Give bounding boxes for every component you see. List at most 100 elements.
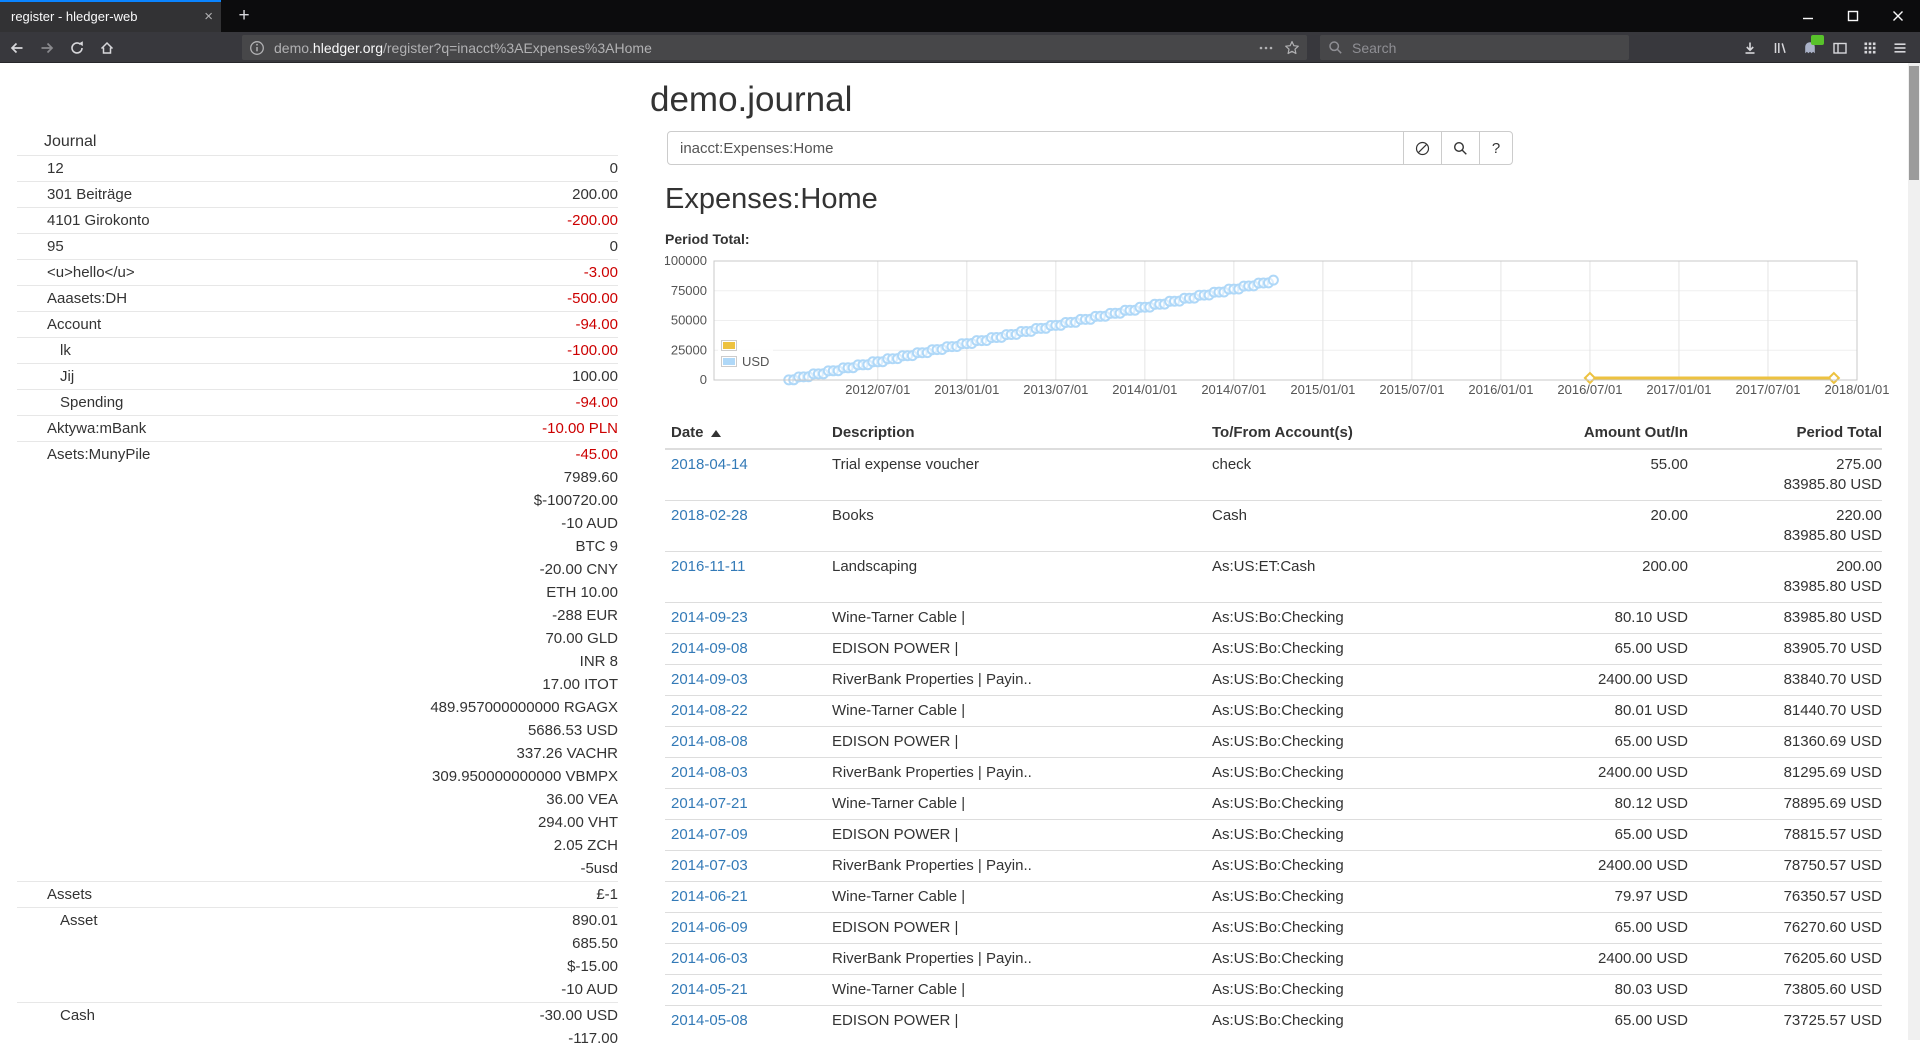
transaction-amount: 79.97 USD bbox=[1536, 881, 1688, 913]
transaction-account: As:US:Bo:Checking bbox=[1206, 881, 1536, 913]
transaction-date-link[interactable]: 2014-06-03 bbox=[671, 950, 748, 967]
reload-button[interactable] bbox=[62, 32, 92, 63]
balance-amount: 36.00 VEA bbox=[546, 791, 618, 808]
sidebar-toggle-button[interactable] bbox=[1825, 32, 1855, 63]
extension-button[interactable] bbox=[1795, 32, 1825, 63]
balance-amount: -45.00 bbox=[575, 446, 618, 463]
transaction-account: As:US:Bo:Checking bbox=[1206, 943, 1536, 975]
home-button[interactable] bbox=[92, 32, 122, 63]
account-link[interactable]: 301 Beiträge bbox=[47, 186, 133, 203]
transaction-date-link[interactable]: 2018-04-14 bbox=[671, 456, 748, 473]
transaction-date-link[interactable]: 2014-08-22 bbox=[671, 702, 748, 719]
account-heading: Expenses:Home bbox=[665, 183, 878, 215]
query-input[interactable] bbox=[667, 131, 1404, 165]
url-bar[interactable]: demo.hledger.org/register?q=inacct%3AExp… bbox=[242, 35, 1307, 60]
period-total-cell: 83840.70 USD bbox=[1688, 664, 1882, 696]
window-maximize-button[interactable] bbox=[1830, 0, 1875, 32]
transaction-date-link[interactable]: 2014-06-09 bbox=[671, 919, 748, 936]
account-balances: -500.00 bbox=[567, 287, 618, 310]
search-submit-button[interactable] bbox=[1441, 131, 1480, 165]
clear-query-button[interactable] bbox=[1403, 131, 1442, 165]
transaction-date-link[interactable]: 2014-07-09 bbox=[671, 826, 748, 843]
page-scrollbar[interactable] bbox=[1908, 63, 1920, 1040]
transaction-date-link[interactable]: 2014-06-21 bbox=[671, 888, 748, 905]
period-total-cell: 81360.69 USD bbox=[1688, 726, 1882, 758]
bookmark-star-icon[interactable] bbox=[1284, 40, 1300, 56]
search-placeholder: Search bbox=[1352, 39, 1397, 56]
balance-amount: -20.00 CNY bbox=[539, 561, 618, 578]
account-link[interactable]: Account bbox=[47, 316, 102, 333]
register-row: 2014-07-21 Wine-Tarner Cable | As:US:Bo:Ch… bbox=[665, 788, 1882, 820]
help-button[interactable]: ? bbox=[1479, 131, 1513, 165]
transaction-date-link[interactable]: 2014-09-08 bbox=[671, 640, 748, 657]
transaction-date-link[interactable]: 2014-05-21 bbox=[671, 981, 748, 998]
account-balances: -100.00 bbox=[567, 339, 618, 362]
account-link[interactable]: Jij bbox=[60, 368, 75, 385]
transaction-account: As:US:Bo:Checking bbox=[1206, 633, 1536, 665]
library-button[interactable] bbox=[1765, 32, 1795, 63]
window-close-button[interactable] bbox=[1875, 0, 1920, 32]
account-balances: £-1 bbox=[596, 883, 618, 906]
transaction-amount: 65.00 USD bbox=[1536, 912, 1688, 944]
maximize-icon bbox=[1847, 10, 1858, 22]
account-link[interactable]: 95 bbox=[47, 238, 64, 255]
transaction-date-link[interactable]: 2014-07-03 bbox=[671, 857, 748, 874]
account-link[interactable]: Asets:MunyPile bbox=[47, 446, 151, 463]
forward-button[interactable] bbox=[32, 32, 62, 63]
account-link[interactable]: lk bbox=[60, 342, 71, 359]
menu-button[interactable] bbox=[1885, 32, 1915, 63]
transaction-amount: 80.03 USD bbox=[1536, 974, 1688, 1006]
account-link[interactable]: <u>hello</u> bbox=[47, 264, 135, 281]
period-total-cell: 200.00 83985.80 USD bbox=[1688, 551, 1882, 603]
svg-text:2015/07/01: 2015/07/01 bbox=[1379, 382, 1444, 397]
register-row: 2016-11-11 Landscaping As:US:ET:Cash 200.00… bbox=[665, 551, 1882, 603]
column-header-account: To/From Account(s) bbox=[1206, 418, 1536, 450]
sidebar-journal-link[interactable]: Journal bbox=[44, 133, 97, 150]
account-link[interactable]: Cash bbox=[60, 1007, 96, 1024]
browser-search-bar[interactable]: Search bbox=[1320, 35, 1629, 60]
transaction-date-link[interactable]: 2014-05-08 bbox=[671, 1012, 748, 1029]
account-balances: 890.01 685.50 $-15.00 -10 AUD bbox=[561, 909, 618, 1001]
period-total-chart: 2012/07/01 2013/01/01 2013/07/01 2014/01/01… bbox=[664, 252, 1915, 410]
downloads-button[interactable] bbox=[1735, 32, 1765, 63]
register-body: 2018-04-14 Trial expense voucher check 55.0… bbox=[665, 448, 1882, 1036]
transaction-date-link[interactable]: 2014-09-03 bbox=[671, 671, 748, 688]
tab-close-icon[interactable]: × bbox=[204, 7, 213, 25]
legend-swatch bbox=[721, 355, 737, 367]
account-link[interactable]: Assets bbox=[47, 886, 93, 903]
page-actions-icon[interactable] bbox=[1258, 40, 1274, 56]
account-link[interactable]: 12 bbox=[47, 160, 64, 177]
account-link[interactable]: Aaasets:DH bbox=[47, 290, 128, 307]
transaction-date-link[interactable]: 2016-11-11 bbox=[671, 558, 746, 575]
period-total-cell: 76350.57 USD bbox=[1688, 881, 1882, 913]
account-link[interactable]: 4101 Girokonto bbox=[47, 212, 150, 229]
sidebar-icon bbox=[1833, 42, 1847, 54]
new-tab-button[interactable]: + bbox=[238, 5, 250, 26]
scrollbar-thumb[interactable] bbox=[1909, 66, 1919, 180]
period-total-cell: 78750.57 USD bbox=[1688, 850, 1882, 882]
overflow-grid-button[interactable] bbox=[1855, 32, 1885, 63]
transaction-description: RiverBank Properties | Payin.. bbox=[826, 664, 1206, 696]
minimize-icon bbox=[1802, 17, 1813, 20]
transaction-account: As:US:Bo:Checking bbox=[1206, 1005, 1536, 1036]
browser-tab[interactable]: register - hledger-web × bbox=[0, 0, 221, 32]
transaction-date-link[interactable]: 2014-08-08 bbox=[671, 733, 748, 750]
account-link[interactable]: Asset bbox=[60, 912, 98, 929]
account-link[interactable]: Spending bbox=[60, 394, 124, 411]
transaction-date-link[interactable]: 2014-07-21 bbox=[671, 795, 748, 812]
balance-amount: -94.00 bbox=[575, 316, 618, 333]
account-link[interactable]: Aktywa:mBank bbox=[47, 420, 147, 437]
transaction-description: RiverBank Properties | Payin.. bbox=[826, 943, 1206, 975]
register-row: 2014-09-03 RiverBank Properties | Payin..… bbox=[665, 664, 1882, 696]
window-minimize-button[interactable] bbox=[1785, 0, 1830, 32]
back-button[interactable] bbox=[2, 32, 32, 63]
transaction-date-link[interactable]: 2014-09-23 bbox=[671, 609, 748, 626]
balance-amount: -200.00 bbox=[567, 212, 618, 229]
balance-amount: 2.05 ZCH bbox=[553, 837, 618, 854]
svg-text:0: 0 bbox=[700, 372, 707, 387]
column-header-date[interactable]: Date bbox=[665, 418, 826, 450]
transaction-account: As:US:ET:Cash bbox=[1206, 551, 1536, 603]
transaction-date-link[interactable]: 2018-02-28 bbox=[671, 507, 748, 524]
transaction-date-link[interactable]: 2014-08-03 bbox=[671, 764, 748, 781]
svg-text:100000: 100000 bbox=[665, 253, 707, 268]
